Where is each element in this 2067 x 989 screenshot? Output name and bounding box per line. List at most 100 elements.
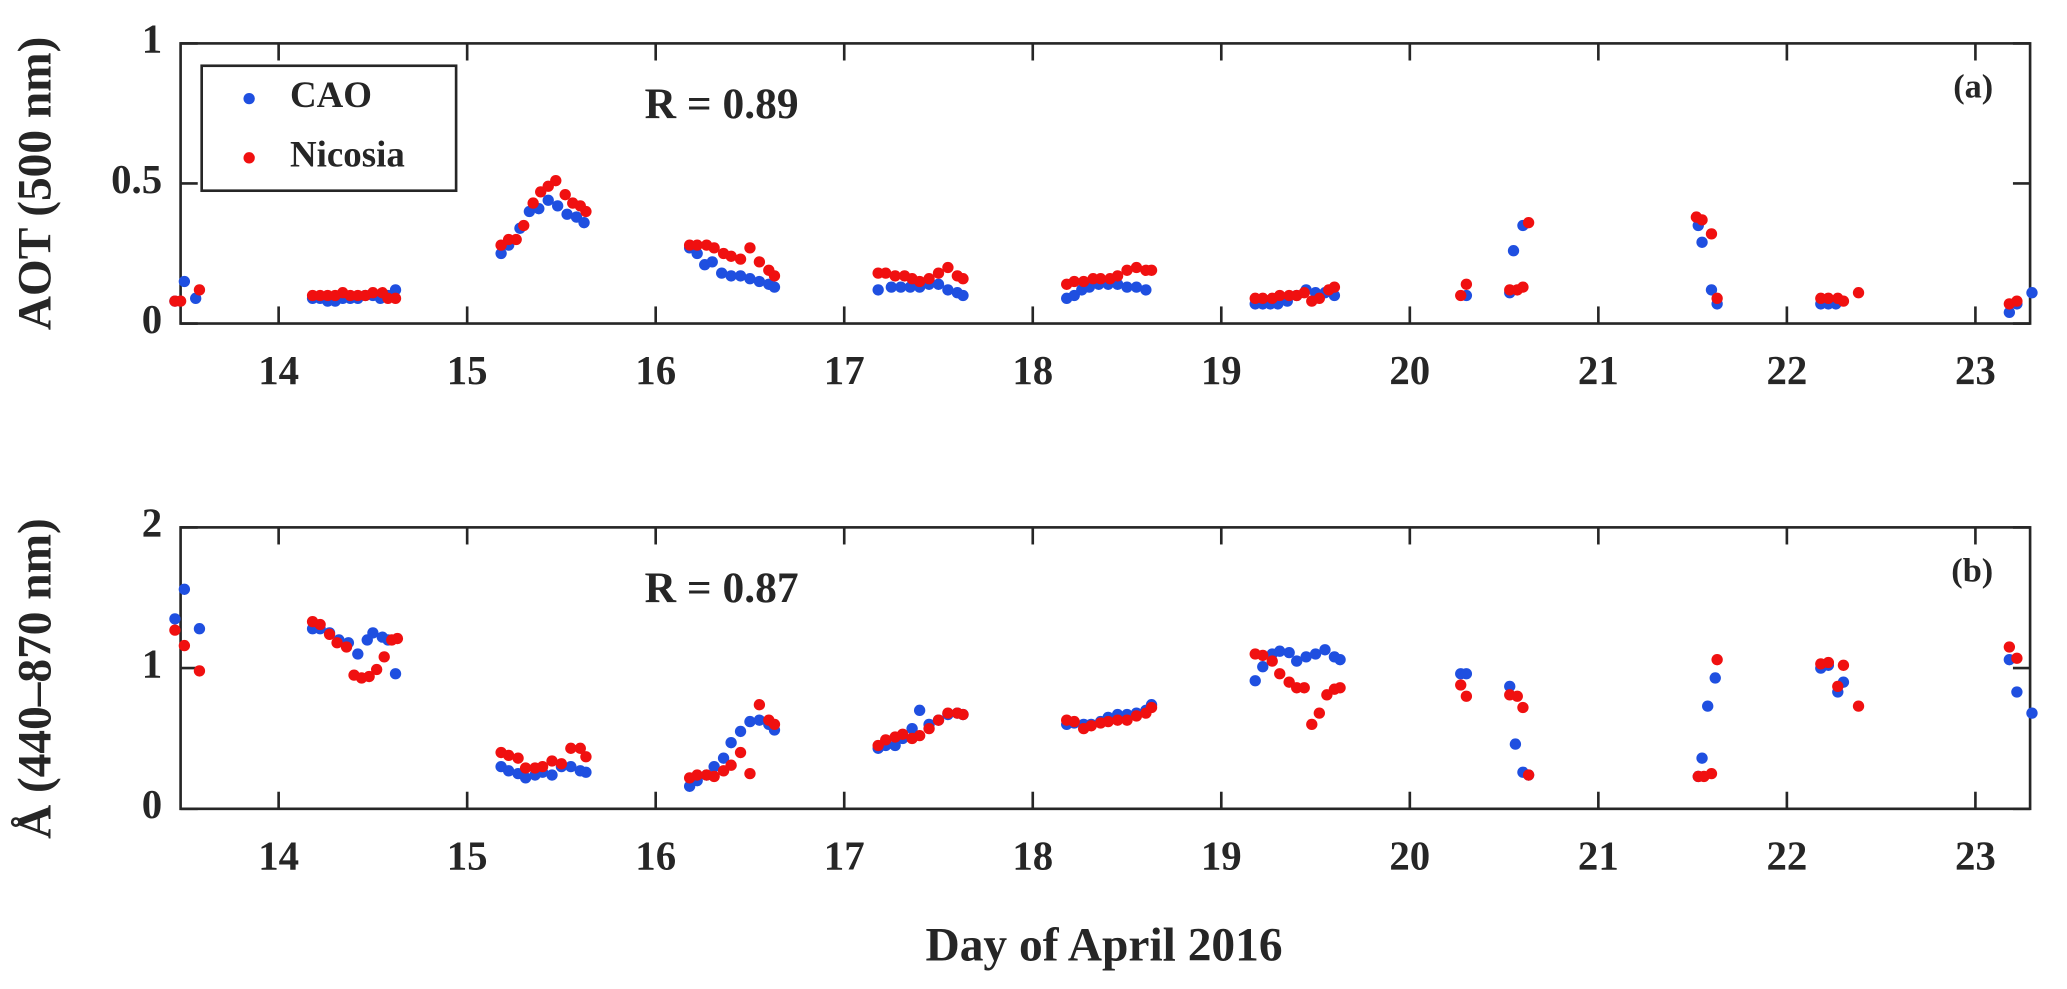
y-tick-label: 0.5 — [111, 157, 162, 202]
data-point — [932, 278, 945, 290]
data-point — [363, 670, 375, 683]
data-point — [193, 665, 206, 677]
data-point — [546, 769, 558, 781]
data-point — [957, 273, 969, 285]
data-point — [691, 769, 703, 781]
x-tick-label: 16 — [635, 834, 676, 879]
x-tick-label: 14 — [258, 348, 299, 393]
data-point — [932, 267, 945, 279]
data-point — [1832, 680, 1844, 693]
data-point — [550, 175, 562, 187]
x-tick-label: 22 — [1766, 834, 1807, 879]
data-point — [706, 256, 718, 268]
data-point — [744, 242, 756, 254]
data-point — [1709, 672, 1721, 684]
data-point — [734, 725, 747, 738]
data-point — [1102, 715, 1114, 728]
data-point — [1705, 228, 1718, 240]
data-point — [895, 281, 907, 293]
data-point — [2011, 295, 2023, 307]
data-point — [691, 247, 703, 260]
data-point — [942, 284, 954, 296]
data-point — [391, 632, 404, 645]
data-point — [518, 219, 530, 232]
data-point — [1121, 281, 1133, 293]
data-point — [1085, 720, 1097, 732]
data-point — [1822, 292, 1835, 304]
legend-marker — [243, 152, 255, 164]
data-point — [913, 729, 926, 742]
data-point — [1257, 661, 1269, 673]
data-point — [559, 189, 571, 201]
data-point — [536, 760, 549, 773]
data-point — [725, 759, 737, 771]
data-point — [906, 722, 918, 735]
data-point — [574, 742, 586, 754]
data-point — [1313, 292, 1325, 304]
data-point — [546, 755, 558, 767]
data-point — [542, 194, 554, 206]
data-point — [1274, 289, 1286, 302]
data-point — [768, 270, 781, 282]
data-point — [1837, 295, 1850, 307]
data-point — [753, 699, 766, 711]
y-tick-label: 0 — [142, 297, 162, 342]
data-point — [725, 737, 737, 749]
data-point — [378, 651, 390, 663]
data-point — [708, 770, 720, 783]
data-point — [174, 295, 187, 307]
x-tick-label: 20 — [1389, 348, 1430, 393]
data-point — [1111, 714, 1124, 726]
data-point — [2026, 287, 2038, 299]
data-point — [502, 749, 515, 762]
x-tick-label: 17 — [824, 834, 865, 879]
data-point — [1711, 292, 1723, 304]
x-tick-label: 15 — [447, 834, 488, 879]
x-axis-label: Day of April 2016 — [925, 919, 1282, 971]
data-point — [923, 722, 935, 735]
data-point — [734, 746, 747, 759]
data-point — [716, 267, 728, 279]
data-point — [880, 267, 892, 279]
data-point — [2011, 686, 2023, 698]
data-point — [1455, 289, 1467, 302]
data-point — [169, 613, 181, 625]
data-point — [352, 648, 364, 660]
data-point — [551, 200, 564, 212]
data-point — [1130, 261, 1143, 274]
data-point — [512, 752, 524, 764]
data-point — [1522, 769, 1535, 781]
data-point — [1852, 287, 1865, 299]
data-point — [565, 760, 577, 773]
data-point — [193, 623, 206, 635]
x-tick-label: 22 — [1766, 348, 1807, 393]
data-point — [913, 704, 926, 716]
data-point — [725, 250, 737, 262]
x-tick-label: 21 — [1578, 348, 1619, 393]
data-point — [1711, 654, 1723, 666]
y-tick-label: 1 — [142, 17, 162, 62]
data-point — [1291, 655, 1303, 667]
data-point — [580, 205, 592, 218]
data-point — [519, 762, 532, 774]
data-point — [1455, 679, 1467, 691]
r-annotation: R = 0.87 — [645, 564, 799, 612]
data-point — [889, 270, 901, 282]
data-point — [1517, 701, 1529, 714]
data-point — [1852, 700, 1865, 712]
data-point — [1517, 281, 1529, 293]
data-point — [1702, 700, 1714, 712]
data-point — [1068, 275, 1080, 288]
data-point — [389, 292, 402, 304]
data-point — [1274, 668, 1286, 680]
data-point — [753, 714, 766, 726]
data-point — [1507, 245, 1520, 257]
data-point — [1313, 707, 1325, 719]
data-point — [889, 739, 901, 752]
data-point — [1121, 264, 1133, 276]
data-point — [1145, 701, 1158, 714]
data-point — [1504, 680, 1516, 693]
data-point — [519, 772, 532, 784]
data-point — [1696, 752, 1708, 764]
x-tick-label: 20 — [1389, 834, 1430, 879]
